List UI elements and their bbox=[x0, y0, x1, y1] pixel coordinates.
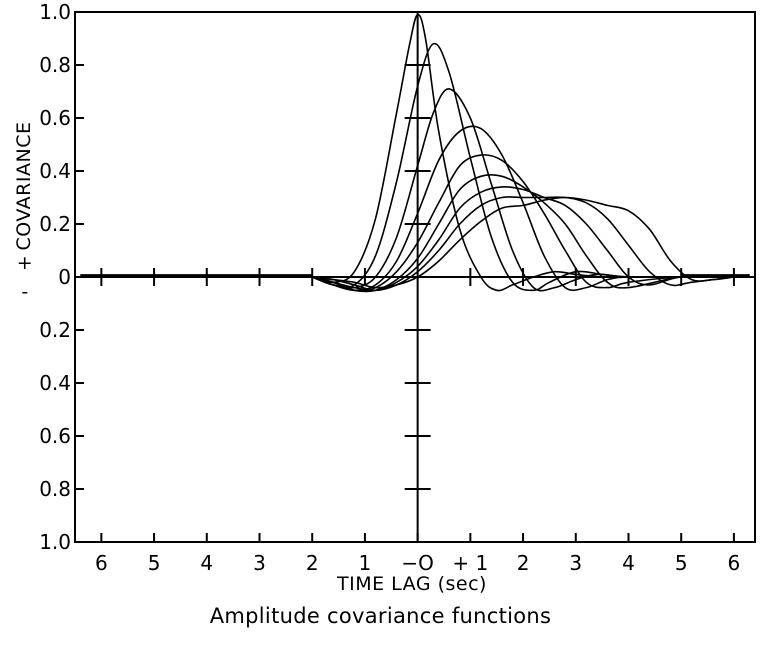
x-tick-label: 3 bbox=[253, 551, 266, 575]
y-tick-label: 1.0 bbox=[39, 0, 71, 24]
y-tick-label: 0.6 bbox=[39, 424, 71, 448]
x-tick-label: 6 bbox=[728, 551, 741, 575]
y-tick-label: 0.6 bbox=[39, 106, 71, 130]
x-tick-label: 2 bbox=[306, 551, 319, 575]
x-tick-label: 1 bbox=[359, 551, 372, 575]
y-tick-label: 0.8 bbox=[39, 53, 71, 77]
covariance-curve-9 bbox=[312, 196, 734, 289]
covariance-curve-8 bbox=[312, 196, 735, 292]
y-axis-title: COVARIANCE bbox=[13, 122, 35, 251]
x-tick-label: 3 bbox=[569, 551, 582, 575]
x-tick-label: 4 bbox=[200, 551, 213, 575]
y-axis-plus-sign: + bbox=[17, 252, 33, 274]
y-tick-label: 0.4 bbox=[39, 371, 71, 395]
x-tick-label: 6 bbox=[95, 551, 108, 575]
x-tick-label: 5 bbox=[675, 551, 688, 575]
covariance-curve-2 bbox=[311, 42, 734, 292]
y-tick-label: 0.4 bbox=[39, 159, 71, 183]
series-lines bbox=[80, 13, 750, 293]
x-tick-label: −O bbox=[401, 551, 434, 575]
y-tick-label: 0 bbox=[58, 265, 71, 289]
x-axis-title: TIME LAG (sec) bbox=[336, 573, 487, 595]
figure-caption: Amplitude covariance functions bbox=[209, 604, 552, 628]
x-tick-label: 5 bbox=[148, 551, 161, 575]
y-tick-label: 0.8 bbox=[39, 477, 71, 501]
y-tick-label: 0.2 bbox=[39, 318, 71, 342]
covariance-curve-5 bbox=[312, 154, 734, 292]
y-tick-label: 0.2 bbox=[39, 212, 71, 236]
tick-labels: 6 5 4 3 2 1 −O + 1 2 3 4 5 6 1.0 0.8 0.6 0.4 0.2 0 0.2 0.4 0.… bbox=[39, 0, 740, 575]
covariance-curve-3 bbox=[311, 88, 734, 292]
y-tick-label: 1.0 bbox=[39, 530, 71, 554]
y-axis-minus-sign: - bbox=[21, 281, 28, 303]
covariance-curve-1 bbox=[311, 13, 734, 292]
x-tick-label: + 1 bbox=[452, 551, 488, 575]
covariance-curve-4 bbox=[311, 125, 734, 292]
x-tick-label: 2 bbox=[517, 551, 530, 575]
x-tick-label: 4 bbox=[622, 551, 635, 575]
